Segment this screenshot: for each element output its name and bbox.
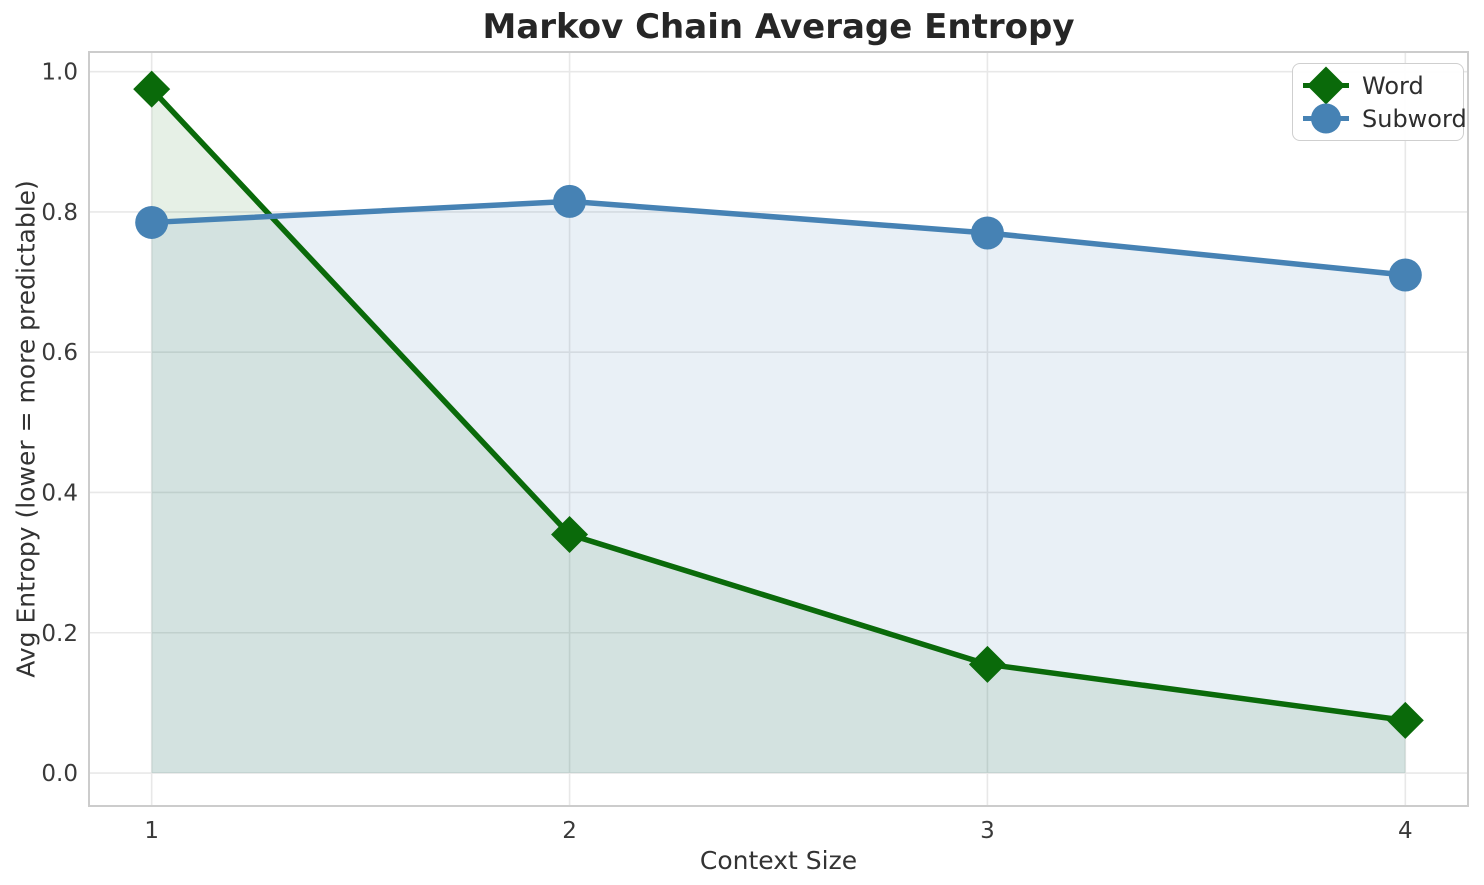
- y-tick-label: 0.0: [41, 761, 78, 787]
- marker-word-x4: [1386, 701, 1424, 739]
- marker-word-x3: [968, 645, 1006, 683]
- y-tick-label: 1.0: [41, 60, 78, 86]
- marker-word-x2: [551, 516, 589, 554]
- y-tick-label: 0.4: [41, 480, 78, 506]
- y-axis-label: Avg Entropy (lower = more predictable): [11, 180, 41, 678]
- legend-item-word: Word: [1301, 66, 1453, 105]
- legend-label-word: Word: [1362, 71, 1424, 100]
- y-tick-label: 0.2: [41, 621, 78, 647]
- legend-label-subword: Subword: [1362, 104, 1467, 133]
- y-tick-label: 0.8: [41, 200, 78, 226]
- plot-background: [89, 52, 1468, 806]
- x-axis-label: Context Size: [699, 846, 858, 875]
- subword-line-circle-icon: [1303, 103, 1349, 134]
- marker-subword-x1: [135, 205, 169, 239]
- area-fill-word: [151, 89, 1406, 774]
- y-tick-label: 0.6: [41, 340, 78, 366]
- marker-subword-x3: [970, 216, 1004, 250]
- plot-frame: [88, 51, 1469, 807]
- area-fill-subword: [151, 201, 1406, 774]
- x-tick-label: 4: [1398, 818, 1413, 844]
- marker-subword-x4: [1388, 258, 1422, 292]
- marker-word-x1: [133, 70, 171, 108]
- legend-item-subword: Subword: [1301, 103, 1467, 134]
- line-word: [148, 86, 1409, 724]
- line-subword: [148, 198, 1409, 278]
- x-tick-label: 2: [562, 818, 577, 844]
- x-tick-label: 3: [980, 818, 995, 844]
- legend: Word Subword: [1292, 63, 1467, 141]
- word-line-diamond-icon: [1303, 66, 1349, 105]
- x-tick-label: 1: [144, 818, 159, 844]
- marker-subword-x2: [553, 184, 587, 218]
- chart-title: Markov Chain Average Entropy: [482, 7, 1075, 47]
